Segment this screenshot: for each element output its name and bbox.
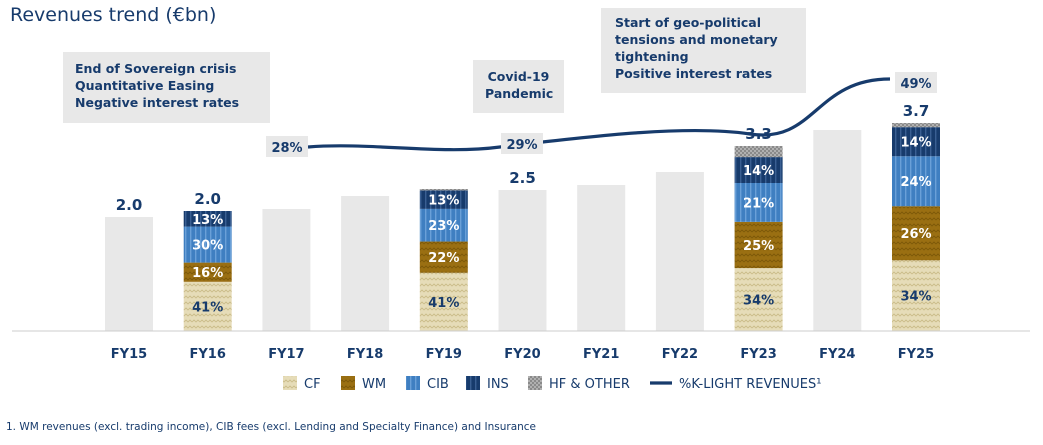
total-label-fy23: 3.3 (745, 125, 772, 143)
x-tick-fy23: FY23 (740, 347, 776, 362)
line-label-box-fy17 (266, 136, 308, 157)
annotation-line: Pandemic (485, 86, 554, 101)
annotation-line: tensions and monetary (615, 32, 778, 47)
legend-label-cf: CF (304, 377, 321, 392)
legend-swatch-cib (406, 376, 420, 390)
segment-fy16-wm (183, 262, 232, 282)
bar-fy22 (655, 172, 704, 331)
x-tick-fy16: FY16 (190, 347, 226, 362)
segment-label-fy19-cib: 23% (428, 219, 459, 234)
x-tick-fy18: FY18 (347, 347, 383, 362)
annotation-line: End of Sovereign crisis (75, 61, 237, 76)
annotation-sovereign-crisis: End of Sovereign crisis Quantitative Eas… (63, 52, 270, 123)
segment-fy25-wm (892, 206, 940, 261)
total-label-fy20: 2.5 (509, 169, 536, 187)
segment-fy16-cf (183, 281, 232, 331)
bar-fy17 (262, 209, 311, 331)
bar-fy18 (341, 196, 390, 331)
segment-label-fy23-cf: 34% (743, 294, 774, 309)
line-label-box-fy25 (895, 72, 937, 93)
line-label-fy17: 28% (271, 141, 302, 156)
segment-fy23-wm (734, 221, 783, 269)
annotation-covid: Covid-19 Pandemic (473, 60, 564, 113)
bar-fy15 (105, 217, 153, 331)
segment-fy16-cib (183, 226, 232, 263)
footnote: 1. WM revenues (excl. trading income), C… (6, 421, 537, 433)
segment-fy19-wm (419, 241, 468, 273)
segment-fy23-cf (734, 268, 783, 331)
chart-title: Revenues trend (€bn) (10, 4, 217, 26)
annotation-line: Negative interest rates (75, 95, 240, 110)
segment-label-fy23-wm: 25% (743, 239, 774, 254)
legend-swatch-wm (341, 376, 355, 390)
bar-fy21 (577, 185, 626, 331)
annotation-geopolitical: Start of geo-political tensions and mone… (601, 8, 806, 93)
segment-fy16-ins (183, 211, 232, 227)
x-tick-fy15: FY15 (111, 347, 147, 362)
bar-fy24 (813, 130, 862, 331)
x-tick-fy20: FY20 (504, 347, 540, 362)
x-tick-fy17: FY17 (268, 347, 304, 362)
legend-swatch-cf (283, 376, 297, 390)
total-label-fy16: 2.0 (194, 190, 221, 208)
k-light-line (307, 77, 891, 152)
line-label-box-fy20 (501, 133, 543, 154)
segment-fy25-cib (892, 156, 940, 207)
segment-label-fy25-ins: 14% (900, 136, 931, 151)
segment-label-fy19-ins: 13% (428, 194, 459, 209)
segment-fy23-ins (734, 157, 783, 183)
segment-fy25-ins (892, 127, 940, 157)
segment-label-fy25-wm: 26% (900, 227, 931, 242)
legend-swatch-ins (466, 376, 480, 390)
segment-label-fy19-cf: 41% (428, 296, 459, 311)
line-label-fy20: 29% (506, 138, 537, 153)
legend-label-cib: CIB (427, 377, 449, 392)
bar-fy20 (498, 190, 547, 331)
segment-label-fy25-cib: 24% (900, 175, 931, 190)
total-label-fy15: 2.0 (116, 196, 143, 214)
line-label-fy25: 49% (900, 77, 931, 92)
segment-label-fy16-wm: 16% (192, 266, 223, 281)
x-tick-fy19: FY19 (426, 347, 462, 362)
x-tick-fy22: FY22 (662, 347, 698, 362)
x-tick-fy21: FY21 (583, 347, 619, 362)
legend-swatch-hf-other (528, 376, 542, 390)
annotation-line: tightening (615, 49, 689, 64)
segment-label-fy23-ins: 14% (743, 164, 774, 179)
segment-fy19-cf (419, 272, 468, 331)
segment-fy25-hf-other (892, 123, 940, 128)
annotation-line: Quantitative Easing (75, 78, 215, 93)
legend-label-wm: WM (362, 377, 386, 392)
annotation-line: Start of geo-political (615, 15, 761, 30)
segment-label-fy23-cib: 21% (743, 196, 774, 211)
segment-fy25-cf (892, 260, 940, 331)
legend-label-ins: INS (487, 377, 509, 392)
annotation-line: Covid-19 (487, 69, 550, 84)
segment-fy19-cib (419, 208, 468, 242)
segment-label-fy25-cf: 34% (900, 290, 931, 305)
segment-label-fy19-wm: 22% (428, 251, 459, 266)
legend-label-k-light: %K-LIGHT REVENUES¹ (679, 377, 821, 392)
annotation-line: Positive interest rates (615, 66, 773, 81)
total-label-fy25: 3.7 (903, 102, 930, 120)
segment-fy19-hf-other (419, 189, 468, 191)
segment-fy23-hf-other (734, 146, 783, 158)
segment-label-fy16-cib: 30% (192, 239, 223, 254)
segment-label-fy16-ins: 13% (192, 213, 223, 228)
segment-fy23-cib (734, 183, 783, 222)
x-tick-fy24: FY24 (819, 347, 855, 362)
legend-label-hf-other: HF & OTHER (549, 377, 630, 392)
segment-fy19-ins (419, 190, 468, 209)
segment-label-fy16-cf: 41% (192, 300, 223, 315)
x-tick-fy25: FY25 (898, 347, 934, 362)
